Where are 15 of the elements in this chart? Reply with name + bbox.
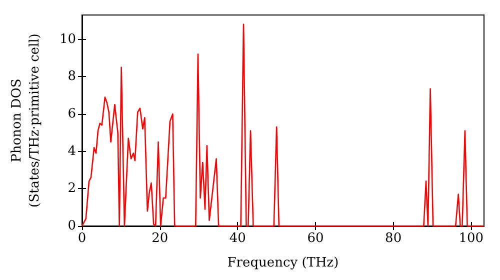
line-series [81,24,485,227]
y-tick-label: 0 [68,218,76,234]
x-tick-label: 40 [229,231,246,246]
y-tick-label: 4 [68,144,76,159]
x-tick-label: 0 [78,231,86,246]
x-tick-label: 20 [152,231,168,246]
y-axis-title: Phonon DOS (States/THz·primitive cell) [10,33,42,208]
y-tick-label: 8 [68,69,76,84]
x-tick-label: 80 [385,231,402,246]
y-tick-label: 6 [68,106,76,122]
y-tick-label: 10 [59,32,76,47]
x-tick-label: 60 [307,231,324,246]
x-axis-title: Frequency (THz) [227,256,339,270]
x-tick-label: 100 [458,231,484,246]
y-tick-label: 2 [68,181,76,196]
